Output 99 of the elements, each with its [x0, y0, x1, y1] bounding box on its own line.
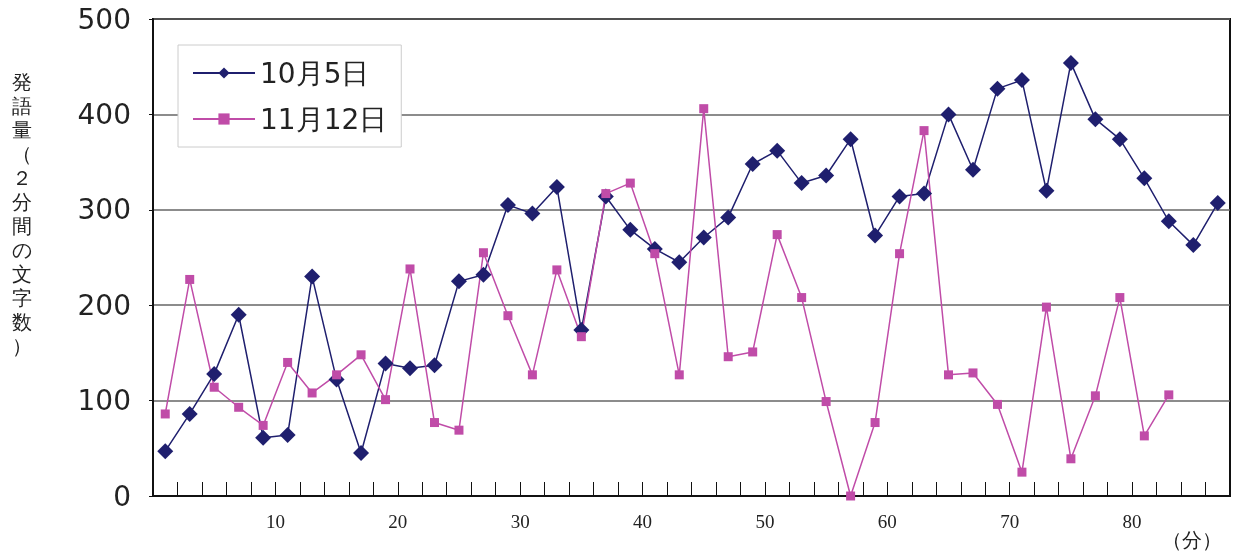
point	[499, 197, 516, 214]
y-tick-label: 100	[77, 384, 131, 418]
y-tick-label: 300	[77, 193, 131, 227]
point	[748, 347, 758, 357]
point	[919, 126, 929, 136]
point	[821, 397, 831, 407]
point	[818, 167, 835, 184]
point	[842, 131, 859, 148]
point	[356, 350, 366, 360]
point	[723, 352, 733, 362]
point	[1139, 431, 1149, 441]
point	[895, 249, 905, 259]
point	[772, 230, 782, 240]
point	[916, 185, 933, 202]
point	[230, 306, 247, 323]
point	[992, 399, 1002, 409]
point	[1160, 213, 1177, 230]
point	[402, 360, 419, 377]
point	[674, 370, 684, 380]
point	[279, 426, 296, 443]
point	[940, 106, 957, 123]
point	[695, 229, 712, 246]
point	[650, 249, 660, 259]
point	[206, 365, 223, 382]
y-tick-label: 200	[77, 288, 131, 322]
point	[1115, 293, 1125, 303]
point	[793, 175, 810, 192]
point	[1164, 390, 1174, 400]
y-tick-label: 0	[113, 479, 131, 513]
point	[744, 156, 761, 173]
point	[769, 142, 786, 159]
point	[185, 274, 195, 284]
y-tick-label: 500	[77, 2, 131, 36]
x-tick-label: 10	[265, 511, 285, 532]
point	[1066, 454, 1076, 464]
point	[576, 332, 586, 342]
point	[1185, 237, 1202, 254]
x-tick-label: 20	[388, 511, 408, 532]
point	[527, 370, 537, 380]
point	[846, 491, 856, 501]
point	[478, 248, 488, 258]
point	[944, 370, 954, 380]
point	[283, 357, 293, 367]
point	[622, 221, 639, 238]
point	[255, 429, 272, 446]
x-tick-label: 30	[510, 511, 530, 532]
point	[475, 266, 492, 283]
point	[1038, 182, 1055, 199]
point	[1087, 111, 1104, 128]
x-axis-title: （分）	[1162, 528, 1222, 552]
point	[1013, 72, 1030, 89]
point	[332, 370, 342, 380]
point	[405, 264, 415, 274]
point	[377, 355, 394, 372]
point	[454, 425, 464, 435]
x-tick-label: 80	[1122, 511, 1142, 532]
x-tick-label: 60	[877, 511, 897, 532]
point	[548, 178, 565, 195]
legend-label: 10月5日	[260, 56, 370, 90]
point	[160, 409, 170, 419]
point	[625, 178, 635, 188]
point	[503, 311, 513, 321]
point	[181, 405, 198, 422]
point	[157, 443, 174, 460]
point	[968, 368, 978, 378]
x-tick-label: 40	[633, 511, 653, 532]
point	[524, 205, 541, 222]
point	[699, 104, 709, 114]
x-tick-label: 50	[755, 511, 775, 532]
point	[870, 418, 880, 428]
x-tick-label: 70	[1000, 511, 1020, 532]
point	[1041, 302, 1051, 312]
point	[258, 420, 268, 430]
point	[964, 161, 981, 178]
point	[209, 382, 219, 392]
legend-label: 11月12日	[260, 102, 388, 136]
point	[1136, 170, 1153, 187]
point	[381, 395, 391, 405]
point	[353, 445, 370, 462]
point	[1017, 467, 1027, 477]
text: 発語量（２分間の文字数）	[12, 70, 32, 358]
point	[426, 357, 443, 374]
point	[867, 227, 884, 244]
point	[1062, 54, 1079, 71]
point	[429, 418, 439, 428]
point	[797, 293, 807, 303]
point	[552, 265, 562, 275]
point	[307, 388, 317, 398]
point	[234, 402, 244, 412]
point	[989, 80, 1006, 97]
point	[720, 209, 737, 226]
point	[450, 273, 467, 290]
point	[1209, 195, 1226, 212]
point	[891, 188, 908, 205]
y-tick-label: 400	[77, 97, 131, 131]
point	[304, 268, 321, 285]
point	[1090, 391, 1100, 401]
point	[1111, 131, 1128, 148]
point	[671, 254, 688, 271]
